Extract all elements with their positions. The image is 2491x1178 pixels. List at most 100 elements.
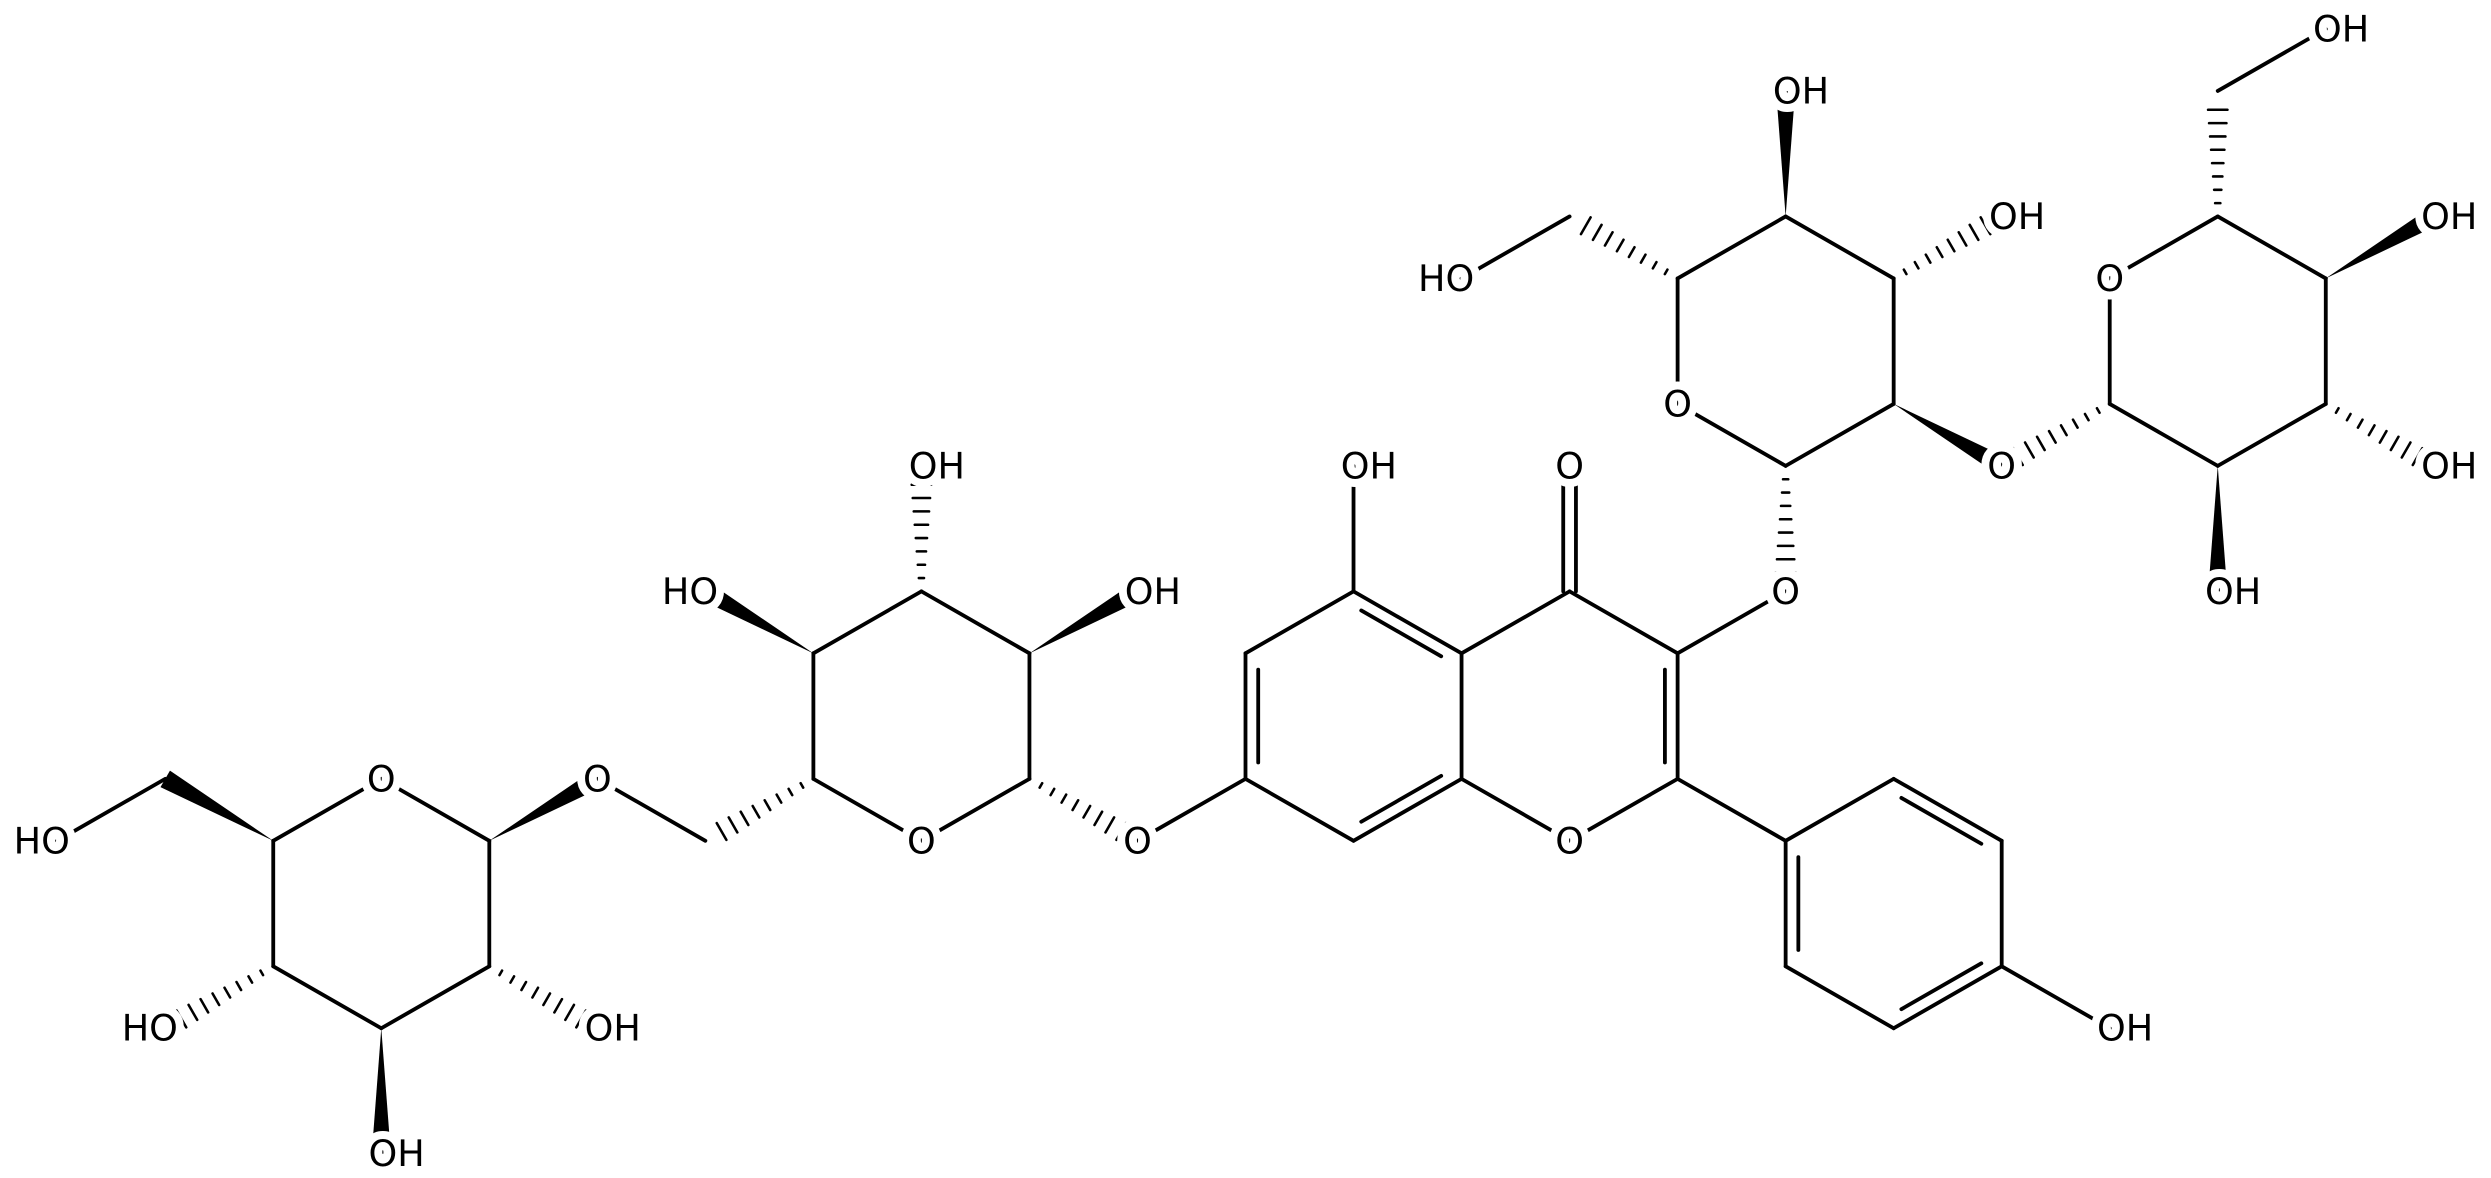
hash-bond [235,980,243,992]
atom-label: OH [1341,444,1397,487]
bond [1351,589,1464,656]
hash-bond [211,992,221,1007]
hash-bond [1924,253,1932,264]
hash-bond [2334,406,2340,415]
bond [2107,402,2220,468]
hash-bond [1049,787,1056,797]
atom-label: O [583,757,612,800]
bond [379,964,492,1031]
atom-label: OH [909,444,965,487]
hash-bond [575,1009,588,1029]
atom-label: O [1987,444,2016,487]
hash-bond [2083,412,2090,422]
bond [1567,776,1680,843]
hash-bond [498,969,504,977]
hash-bond [775,793,783,804]
atom-label: HO [14,819,70,862]
wedge-bond [489,770,603,841]
hash-bond [520,980,528,992]
bond [1459,776,1572,843]
bond [2215,27,2328,93]
hash-bond [531,986,540,999]
hash-bond [1071,799,1080,812]
hash-bond [1946,238,1956,253]
hash-bond [2023,441,2035,459]
hash-bond [799,781,805,789]
bond [1675,402,1788,468]
wedge-bond [1029,583,1143,654]
atom-label: OH [585,1007,641,1050]
hash-bond [2059,424,2068,437]
bond [811,776,924,843]
hash-bond [1935,245,1944,259]
hash-bond [1038,781,1044,789]
atom-label: O [1123,819,1152,862]
hash-bond [187,1003,199,1022]
hash-bond [1663,268,1669,276]
hash-bond [542,992,552,1007]
hash-bond [1639,253,1647,264]
wedge-bond [2325,208,2439,279]
hash-bond [1591,223,1603,242]
hash-bond [1093,810,1104,827]
bond [55,776,168,843]
atom-label: OH [1773,69,1829,112]
hash-bond [2011,446,2024,467]
hash-bond [787,787,794,797]
bond [271,776,384,843]
bond [1243,776,1356,843]
atom-label: O [1555,444,1584,487]
bond [2215,402,2328,468]
atom-label: OH [2313,8,2369,51]
hash-bond [223,986,232,999]
wedge-bond [160,770,274,841]
atom-label: O [1663,382,1692,425]
atom-label: OH [369,1132,425,1175]
hash-bond [1968,223,1980,242]
bond [2107,214,2220,281]
wedge-bond [1776,90,1796,217]
hash-bond [1913,260,1920,270]
bond [919,589,1032,656]
inner-bond [1899,796,1984,846]
atom-label: HO [662,570,718,613]
hash-bond [2411,446,2424,467]
hash-bond [2047,429,2057,444]
bond [1783,402,1896,468]
bond [919,776,1032,843]
hash-bond [1082,804,1092,819]
inner-bond [1359,608,1444,659]
hash-bond [1651,260,1658,270]
bond [1567,589,1680,656]
atom-labels: OH OOOOOHOOHOHHOOOHOHOOHOHOHOOHOHOOOHOHOH… [6,0,2485,1178]
wedge-bond [700,583,814,654]
hash-bond [727,816,739,834]
bond [1783,964,1896,1031]
hash-bond [2095,406,2101,415]
hash-bond [2071,418,2079,429]
hash-bond [1115,821,1128,842]
atom-label: OH [1125,570,1181,613]
bond [1243,589,1356,656]
hash-bond [1615,238,1625,253]
hash-bond [2389,435,2400,452]
bond [1891,964,2004,1031]
bond [1135,776,1248,843]
bond [1675,589,1788,656]
hash-bond [564,1003,576,1022]
hash-bond [247,975,254,984]
hash-bond [259,969,265,977]
bond [1783,214,1896,281]
atom-label: HO [122,1007,178,1050]
atom-label: OH [2097,1007,2153,1050]
bond [1675,776,1788,843]
bond [379,776,492,843]
hash-bond [1603,231,1614,247]
atom-label: O [1555,819,1584,862]
hash-bond [199,997,210,1014]
bond [1459,214,1572,281]
hash-bond [1957,231,1968,247]
inner-bond [1359,773,1444,824]
